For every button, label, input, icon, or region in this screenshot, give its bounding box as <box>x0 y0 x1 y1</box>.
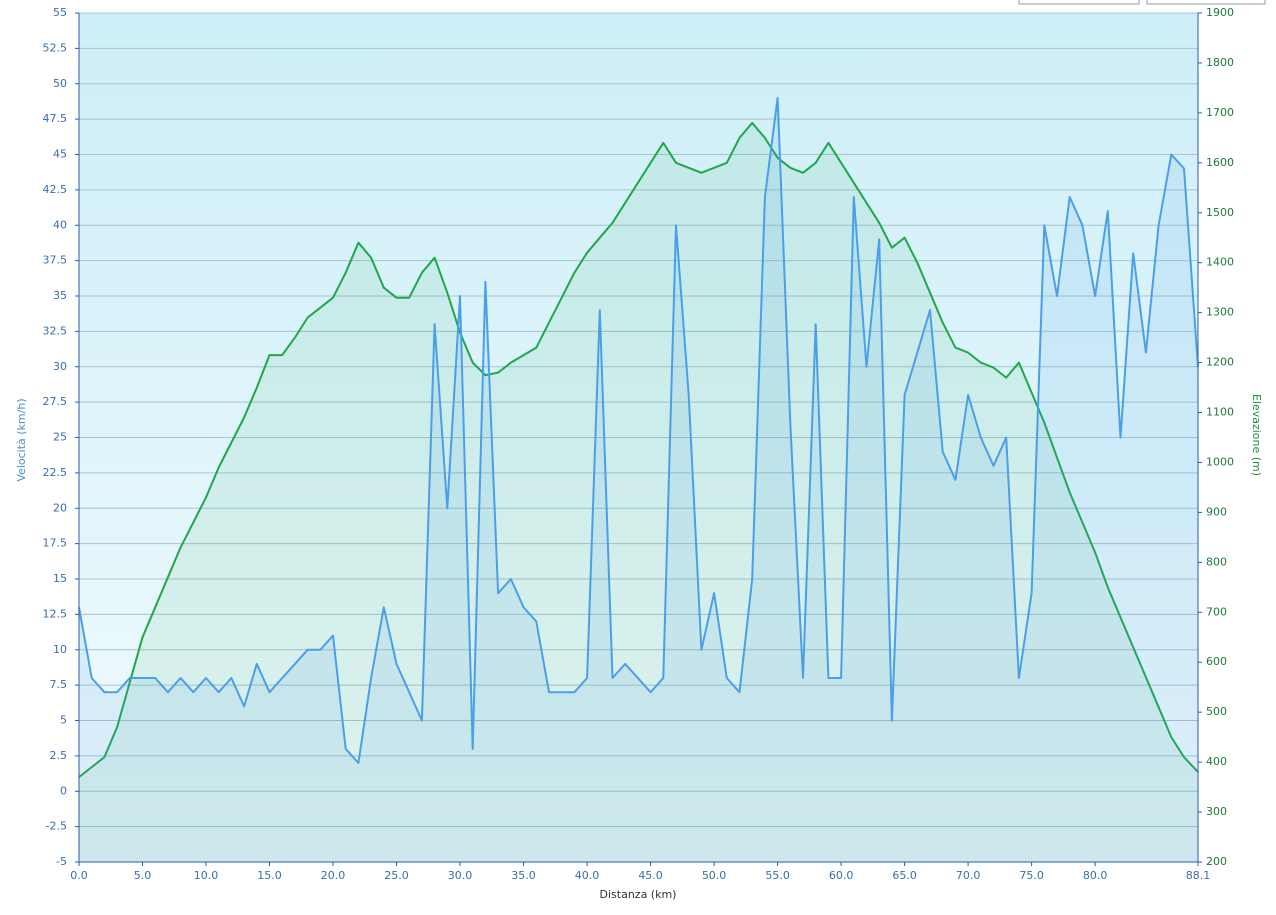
y-tick-label: 12.5 <box>43 607 68 620</box>
y2-tick-label: 1200 <box>1206 356 1234 369</box>
x-tick-label: 10.0 <box>194 869 219 882</box>
x-axis-title: Distanza (km) <box>600 888 677 901</box>
y2-tick-label: 900 <box>1206 505 1227 518</box>
y-tick-label: 55 <box>53 6 67 19</box>
y-tick-label: 50 <box>53 77 67 90</box>
y2-tick-label: 1700 <box>1206 106 1234 119</box>
y-tick-label: 5 <box>60 714 67 727</box>
x-tick-label: 0.0 <box>70 869 88 882</box>
y-tick-label: 25 <box>53 431 67 444</box>
y-tick-label: 30 <box>53 360 67 373</box>
series-area <box>79 97 1198 862</box>
y2-tick-label: 1000 <box>1206 455 1234 468</box>
y2-tick-label: 1100 <box>1206 406 1234 419</box>
x-tick-label: 70.0 <box>956 869 981 882</box>
y-tick-label: 45 <box>53 148 67 161</box>
y-tick-label: 22.5 <box>43 466 68 479</box>
y-tick-label: 52.5 <box>43 41 68 54</box>
y2-tick-label: 800 <box>1206 555 1227 568</box>
y-tick-label: 40 <box>53 218 67 231</box>
button[interactable] <box>1018 0 1140 5</box>
y-tick-label: -2.5 <box>46 820 67 833</box>
y-tick-label: 2.5 <box>50 749 68 762</box>
series-line <box>78 96 1199 764</box>
y-tick-label: 37.5 <box>43 254 68 267</box>
x-tick-label: 15.0 <box>257 869 282 882</box>
y2-tick-label: 1800 <box>1206 56 1234 69</box>
y-tick-label: 0 <box>60 784 67 797</box>
y-tick-label: 27.5 <box>43 395 68 408</box>
x-tick-label: 20.0 <box>321 869 346 882</box>
y-tick-label: 10 <box>53 643 67 656</box>
y-tick-label: 32.5 <box>43 324 68 337</box>
button[interactable] <box>1146 0 1266 5</box>
y-tick-label: 47.5 <box>43 112 68 125</box>
x-tick-label: 5.0 <box>134 869 152 882</box>
y2-axis-title: Elevazione (m) <box>1250 394 1263 476</box>
x-tick-label: 60.0 <box>829 869 854 882</box>
x-tick-label: 45.0 <box>638 869 663 882</box>
y-tick-label: 20 <box>53 501 67 514</box>
y2-tick-label: 1400 <box>1206 256 1234 269</box>
y2-tick-label: 600 <box>1206 655 1227 668</box>
series-area <box>79 122 1198 862</box>
y2-tick-label: 500 <box>1206 705 1227 718</box>
y2-tick-label: 1500 <box>1206 206 1234 219</box>
x-tick-label: 55.0 <box>765 869 790 882</box>
y2-tick-label: 200 <box>1206 855 1227 868</box>
x-tick-label: 35.0 <box>511 869 536 882</box>
y-axis-title: Velocità (km/h) <box>15 398 28 481</box>
x-tick-label: 88.1 <box>1186 869 1211 882</box>
y-tick-label: -5 <box>56 855 67 868</box>
y2-tick-label: 1600 <box>1206 156 1234 169</box>
y2-tick-label: 1900 <box>1206 6 1234 19</box>
x-tick-label: 50.0 <box>702 869 727 882</box>
x-tick-label: 75.0 <box>1019 869 1044 882</box>
y2-tick-label: 400 <box>1206 755 1227 768</box>
y-tick-label: 35 <box>53 289 67 302</box>
y2-tick-label: 300 <box>1206 805 1227 818</box>
x-tick-label: 40.0 <box>575 869 600 882</box>
y-tick-label: 7.5 <box>50 678 68 691</box>
x-tick-label: 80.0 <box>1083 869 1108 882</box>
y2-tick-label: 1300 <box>1206 306 1234 319</box>
y-tick-label: 15 <box>53 572 67 585</box>
x-tick-label: 30.0 <box>448 869 473 882</box>
y-tick-label: 42.5 <box>43 183 68 196</box>
x-tick-label: 25.0 <box>384 869 409 882</box>
y-tick-label: 17.5 <box>43 537 68 550</box>
y2-tick-label: 700 <box>1206 605 1227 618</box>
series-line <box>78 121 1199 778</box>
x-tick-label: 65.0 <box>892 869 917 882</box>
